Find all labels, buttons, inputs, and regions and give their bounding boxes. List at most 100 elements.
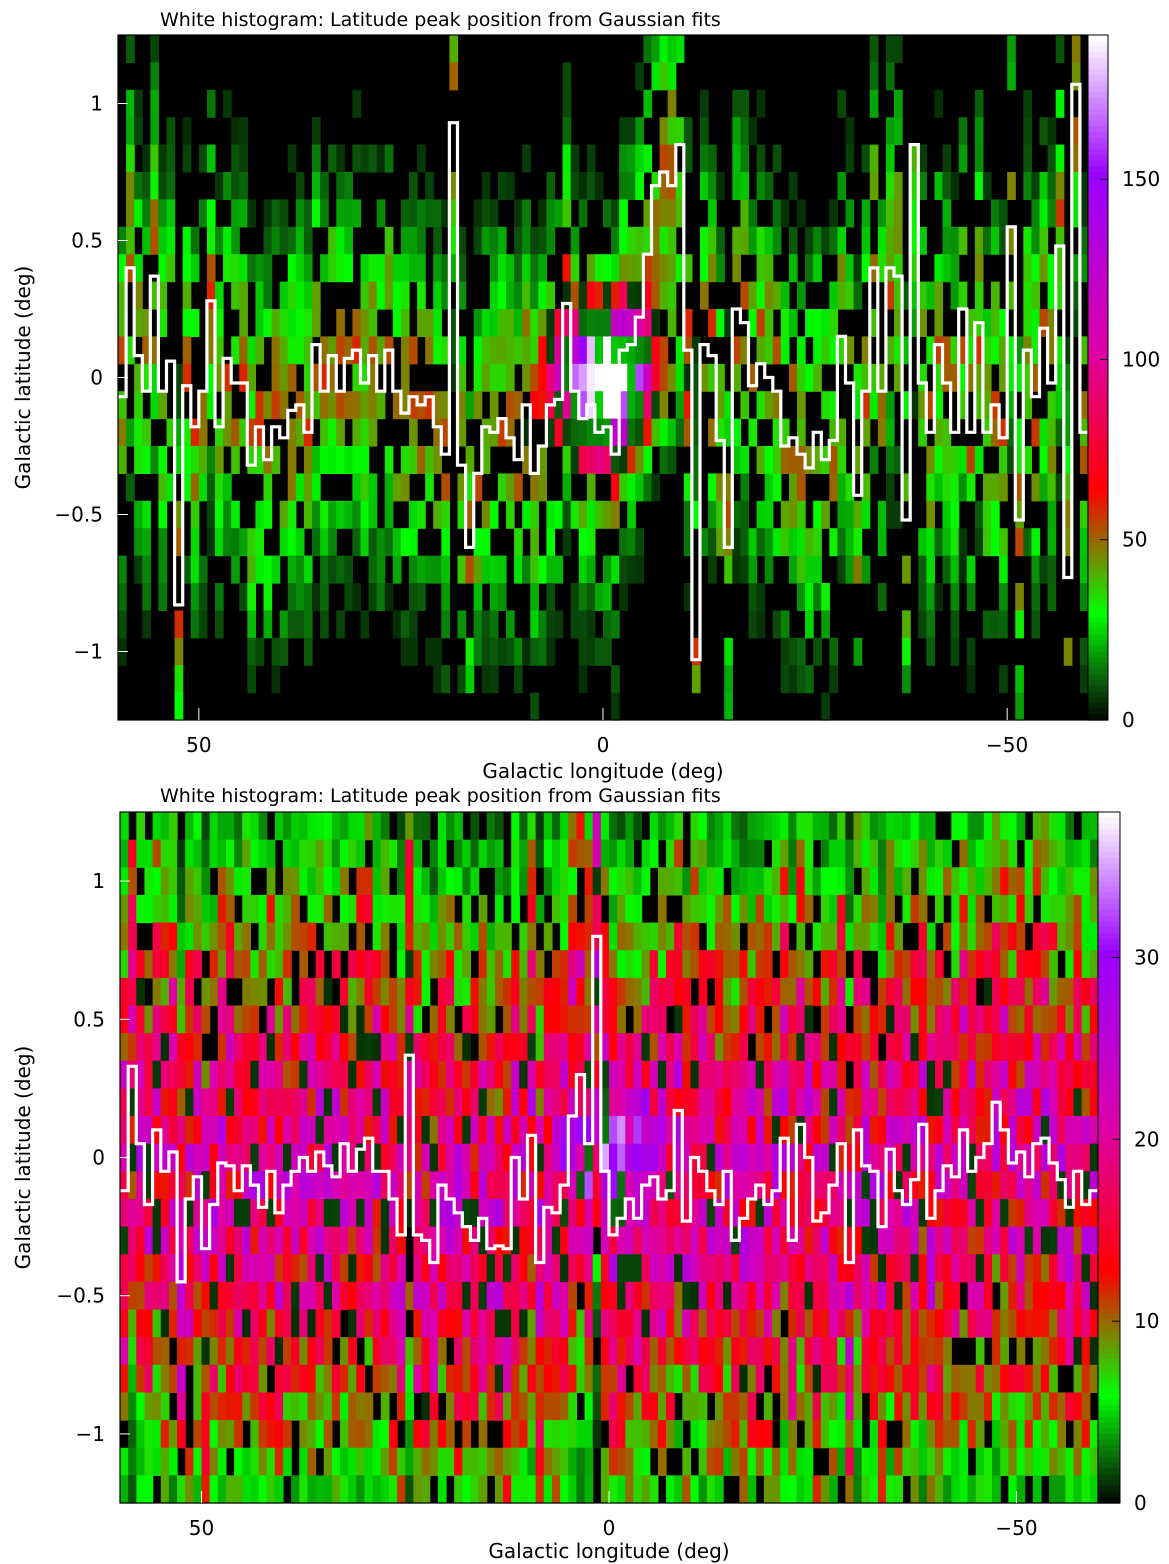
heatmap-cell [570,446,580,474]
heatmap-cell [481,199,491,228]
heatmap-cell [731,1392,740,1421]
heatmap-cell [250,1143,260,1172]
heatmap-cell [706,950,716,979]
heatmap-cell [348,977,357,1007]
heatmap-cell [291,1254,300,1283]
heatmap-cell [185,867,194,896]
heatmap-cell [651,309,661,337]
heatmap-cell [560,812,569,841]
heatmap-cell [348,1198,357,1228]
heatmap-cell [413,1116,423,1145]
heatmap-cell [160,1420,170,1449]
heatmap-cell [772,1088,781,1117]
heatmap-cell [446,1392,455,1421]
heatmap-cell [706,1198,716,1228]
heatmap-cell [967,894,977,924]
heatmap-cell [368,254,378,283]
heatmap-cell [796,867,806,896]
heatmap-cell [1015,418,1024,447]
heatmap-cell [641,922,651,951]
heatmap-cell [376,281,386,310]
heatmap-cell [506,500,515,529]
heatmap-cell [1016,922,1026,951]
heatmap-cell [486,812,496,841]
y-axis-label: Galactic latitude (deg) [11,1046,35,1270]
heatmap-cell [368,144,378,173]
heatmap-cell [780,1033,789,1062]
heatmap-cell [674,1060,683,1089]
heatmap-cell [992,1475,1001,1504]
heatmap-cell [150,89,160,118]
heatmap-cell [805,528,814,557]
colorbar-step [1088,508,1108,516]
heatmap-cell [263,610,273,639]
y-tick-label: 0 [90,366,103,390]
heatmap-cell [242,1364,251,1394]
heatmap-cell [217,1033,227,1062]
heatmap-cell [805,665,814,694]
heatmap-cell [206,281,216,310]
heatmap-cell [348,1171,357,1200]
heatmap-cell [255,418,265,447]
heatmap-cell [457,226,467,255]
heatmap-cell [772,199,782,228]
heatmap-cell [1081,1364,1091,1394]
heatmap-cell [462,1088,472,1117]
heatmap-cell [666,1033,675,1062]
heatmap-cell [748,583,758,611]
heatmap-cell [682,1337,692,1366]
heatmap-cell [886,922,895,951]
heatmap-cell [283,1005,292,1034]
heatmap-cell [486,1005,496,1034]
heatmap-cell [174,637,184,666]
heatmap-cell [1024,894,1034,924]
heatmap-cell [641,1475,651,1504]
heatmap-cell [951,812,961,841]
heatmap-cell [128,1364,137,1394]
heatmap-cell [530,309,539,337]
heatmap-cell [315,1364,325,1394]
heatmap-cell [958,555,968,584]
heatmap-cell [829,1447,838,1476]
heatmap-cell [625,839,635,868]
heatmap-cell [886,1143,895,1172]
heatmap-cell [1023,363,1033,392]
heatmap-cell [136,1281,146,1311]
heatmap-cell [627,528,636,557]
heatmap-cell [723,1392,732,1421]
heatmap-cell [336,446,345,474]
heatmap-cell [739,1033,749,1062]
heatmap-cell [609,1116,618,1145]
heatmap-cell [943,1420,952,1449]
heatmap-cell [1073,867,1083,896]
heatmap-cell [627,309,636,337]
heatmap-cell [619,254,628,283]
heatmap-cell [731,1281,740,1311]
heatmap-cell [380,1420,390,1449]
heatmap-cell [217,977,227,1007]
heatmap-cell [429,1364,439,1394]
heatmap-cell [519,950,529,979]
heatmap-cell [494,839,504,868]
heatmap-cell [177,839,186,868]
heatmap-cell [966,446,976,474]
heatmap-cell [578,418,588,447]
heatmap-cell [225,1337,235,1366]
colorbar-step [1088,520,1108,527]
heatmap-cell [918,1254,928,1283]
heatmap-cell [698,1475,708,1504]
heatmap-cell [152,1337,162,1366]
heatmap-cell [716,309,725,337]
heatmap-cell [478,1281,488,1311]
heatmap-cell [462,1309,472,1338]
heatmap-cell [609,1420,618,1449]
heatmap-cell [708,144,717,173]
heatmap-cell [271,555,281,584]
heatmap-cell [869,144,879,173]
heatmap-cell [307,1005,317,1034]
heatmap-cell [535,1198,545,1228]
heatmap-cell [714,1171,724,1200]
heatmap-cell [177,922,186,951]
heatmap-cell [307,977,317,1007]
heatmap-cell [506,418,515,447]
